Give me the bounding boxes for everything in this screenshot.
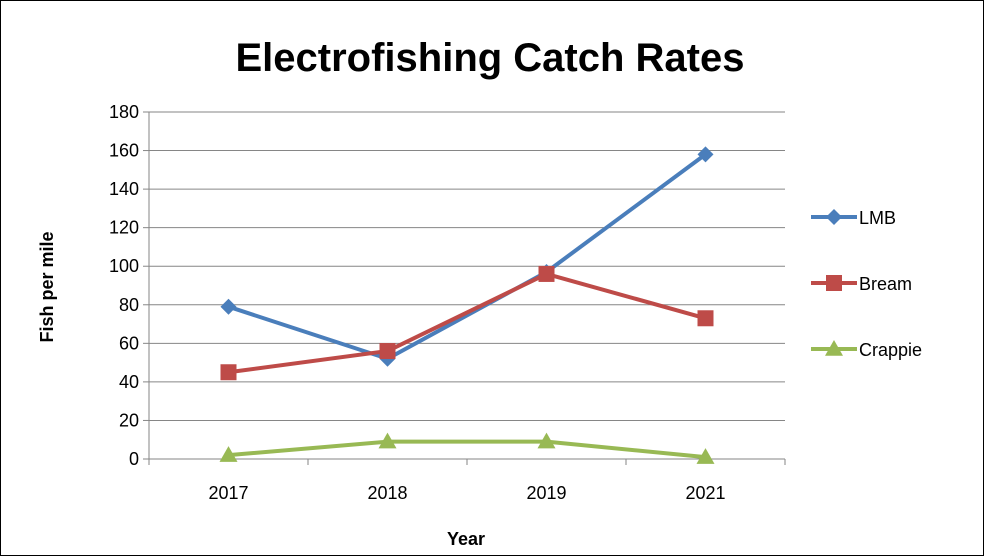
series-line-lmb xyxy=(226,152,708,361)
data-point-crappie-2018 xyxy=(378,432,397,449)
data-point-bream-2019 xyxy=(538,265,555,282)
chart-title: Electrofishing Catch Rates xyxy=(235,36,744,80)
legend: LMB Bream Crappie xyxy=(811,208,922,360)
series-line-bream xyxy=(226,271,708,375)
x-tick-label: 2021 xyxy=(685,483,725,503)
x-tick-label: 2019 xyxy=(526,483,566,503)
data-point-lmb-2017 xyxy=(220,298,237,315)
series-line-crappie xyxy=(226,439,708,460)
y-tick-label: 160 xyxy=(109,141,139,161)
y-axis-title: Fish per mile xyxy=(37,231,57,342)
y-tick-label: 40 xyxy=(119,372,139,392)
legend-marker-bream xyxy=(826,275,842,291)
gridlines xyxy=(149,111,785,421)
series-bream xyxy=(220,265,714,381)
legend-item-lmb: LMB xyxy=(811,208,896,228)
y-tick-label: 60 xyxy=(119,333,139,353)
series-lmb xyxy=(220,146,714,367)
legend-label-bream: Bream xyxy=(859,274,912,294)
legend-marker-crappie xyxy=(825,340,843,356)
y-tick-label: 120 xyxy=(109,218,139,238)
y-tick-label: 100 xyxy=(109,256,139,276)
legend-label-lmb: LMB xyxy=(859,208,896,228)
data-point-crappie-2017 xyxy=(219,446,238,462)
data-point-bream-2017 xyxy=(220,364,237,381)
data-point-crappie-2019 xyxy=(537,432,556,449)
data-point-bream-2021 xyxy=(697,310,714,327)
y-tick-label: 140 xyxy=(109,179,139,199)
y-tick-label: 20 xyxy=(119,410,139,430)
legend-marker-lmb xyxy=(826,209,842,225)
legend-item-crappie: Crappie xyxy=(811,340,922,360)
series-crappie xyxy=(219,432,715,464)
y-tick-label: 0 xyxy=(129,449,139,469)
data-point-bream-2018 xyxy=(379,343,396,360)
data-point-lmb-2021 xyxy=(697,146,714,163)
x-tick-label: 2017 xyxy=(208,483,248,503)
legend-item-bream: Bream xyxy=(811,274,912,294)
y-tick-label: 80 xyxy=(119,295,139,315)
x-axis-title: Year xyxy=(447,529,485,549)
legend-label-crappie: Crappie xyxy=(859,340,922,360)
axes: 0 20 40 60 80 100 120 140 160 180 2017 2018 2019 2021 xyxy=(109,102,786,503)
x-tick-label: 2018 xyxy=(367,483,407,503)
data-point-crappie-2021 xyxy=(696,448,715,464)
series-lines xyxy=(219,146,715,464)
y-tick-label: 180 xyxy=(109,102,139,122)
